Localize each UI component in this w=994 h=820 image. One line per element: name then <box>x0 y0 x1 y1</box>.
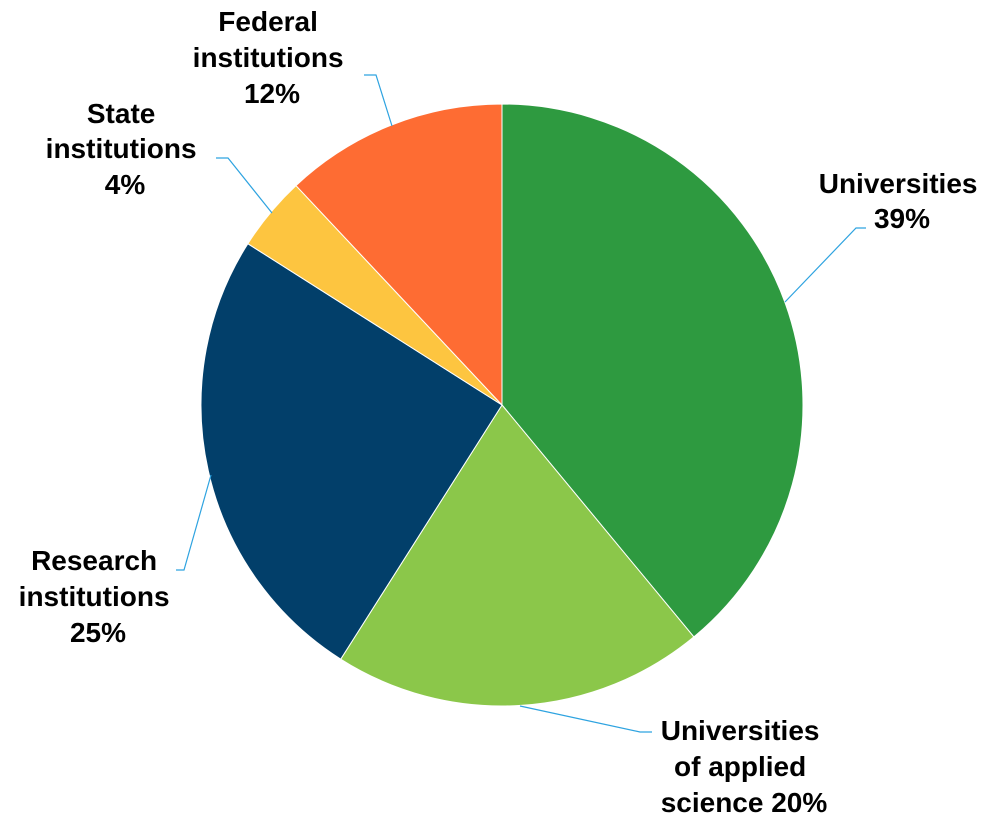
label-universities-applied-line1: Universities <box>661 715 820 746</box>
label-research: Research institutions 25% <box>19 545 178 648</box>
leader-line-universities-applied <box>519 705 652 733</box>
label-research-line3: 25% <box>70 617 126 648</box>
label-state-line1: State <box>87 98 155 129</box>
label-federal-line3: 12% <box>244 78 300 109</box>
pie-slice-universities <box>501 103 804 638</box>
label-research-line1: Research <box>31 545 157 576</box>
label-state-line2: institutions <box>46 133 197 164</box>
label-state: State institutions 4% <box>46 98 205 200</box>
pie-slice-universities-of-applied-science <box>340 404 695 707</box>
leader-line-universities <box>784 227 866 303</box>
label-universities-line1: Universities <box>819 168 978 199</box>
leader-line-state <box>216 157 273 214</box>
leader-line-federal <box>364 74 393 127</box>
label-federal: Federal institutions 12% <box>193 6 352 109</box>
leader-lines <box>176 74 866 733</box>
leader-line-research <box>176 474 212 571</box>
label-universities-applied: Universities of applied science 20% <box>661 715 828 818</box>
label-state-line3: 4% <box>105 169 146 200</box>
label-federal-line2: institutions <box>193 42 344 73</box>
label-universities-applied-line3: science 20% <box>661 787 828 818</box>
pie-slices <box>200 103 804 707</box>
label-universities-applied-line2: of applied <box>674 751 806 782</box>
label-universities-line2: 39% <box>874 203 930 234</box>
pie-slice-research-institutions <box>200 243 503 660</box>
label-universities: Universities 39% <box>819 168 986 234</box>
label-federal-line1: Federal <box>218 6 318 37</box>
label-research-line2: institutions <box>19 581 170 612</box>
